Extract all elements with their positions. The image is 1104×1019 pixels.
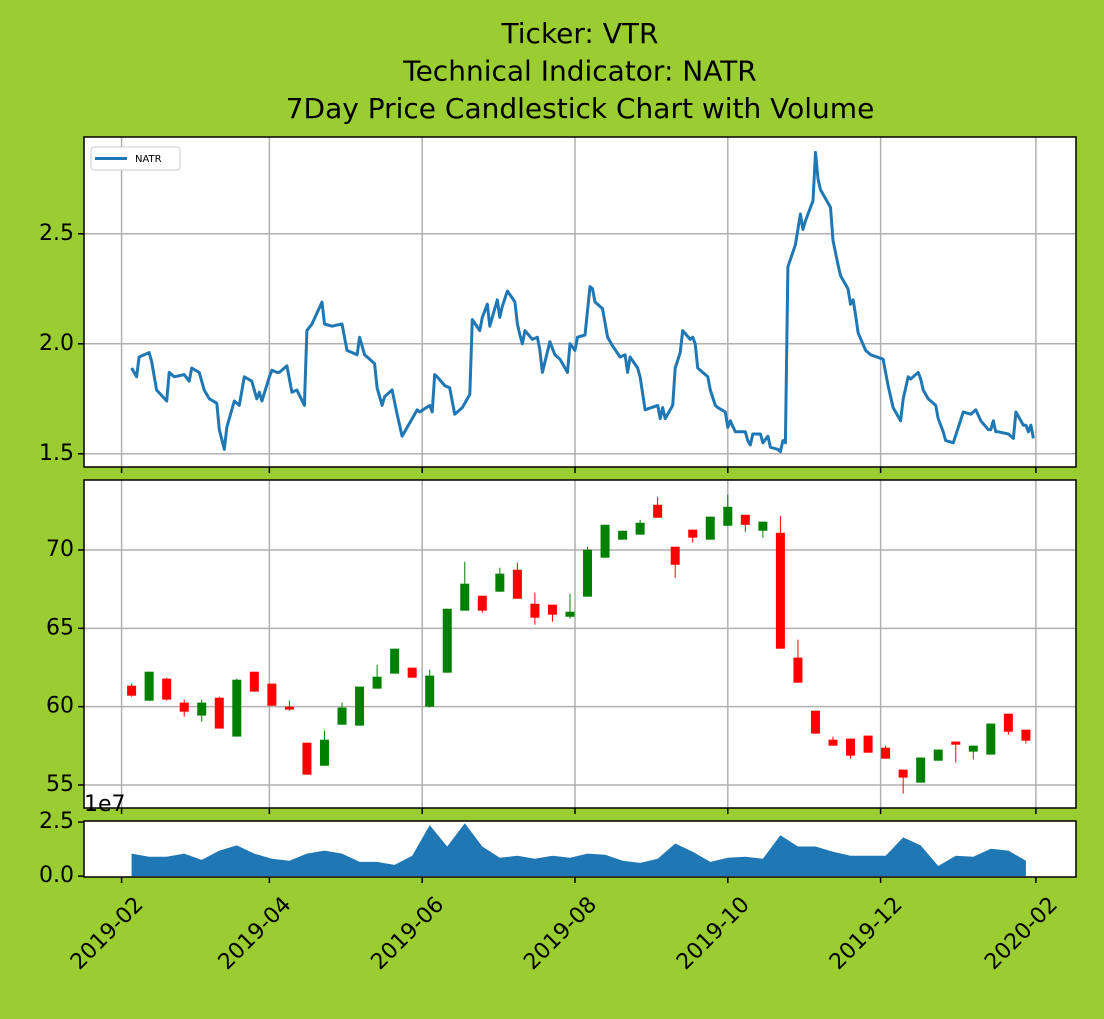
y-tick-label: 70 [46, 537, 74, 562]
legend-box [90, 146, 181, 171]
candle-body [267, 683, 277, 706]
panel: 55 60 65 70 [46, 479, 1077, 814]
axes-frame [83, 479, 1077, 809]
candle-body [249, 671, 259, 692]
candle-body [740, 514, 750, 525]
candle-body [653, 504, 663, 518]
candle-body [723, 506, 733, 526]
candle-body [495, 573, 505, 592]
x-tick-label: 2019-10 [672, 892, 755, 975]
y-tick-label: 55 [46, 772, 74, 797]
candle-body [793, 657, 803, 683]
candle-body [197, 702, 207, 716]
candle-body [986, 723, 996, 755]
chart-title: Technical Indicator: NATR [402, 55, 757, 88]
series [131, 823, 1026, 877]
candle-body [530, 603, 540, 618]
y-tick-label: 2.5 [39, 809, 74, 834]
candle-body [583, 549, 593, 597]
line [130, 150, 1035, 454]
candle-body [863, 735, 873, 753]
candle-body [618, 530, 628, 540]
candle-body [372, 676, 382, 689]
candle-body [284, 706, 294, 710]
x-tick-label: 2019-06 [366, 892, 449, 975]
candle-body [442, 608, 452, 673]
x-tick-label: 2019-12 [825, 892, 908, 975]
series [127, 494, 1031, 794]
candle-body [600, 524, 610, 558]
chart-title: 7Day Price Candlestick Chart with Volume [286, 92, 875, 125]
plot-area [84, 137, 1076, 467]
candle-body [775, 532, 785, 649]
axes-frame [83, 136, 1077, 468]
candle-body [355, 686, 365, 726]
y-tick-label: 60 [46, 694, 74, 719]
axis-offset-label: 1e7 [84, 792, 126, 817]
candle-body [933, 749, 943, 761]
candle-body [1021, 729, 1031, 741]
candle-body [951, 741, 961, 745]
candle-body [127, 685, 137, 696]
candle-body [477, 595, 487, 611]
candle-body [705, 516, 715, 540]
x-tick-label: 2020-02 [980, 892, 1063, 975]
candle-body [547, 604, 557, 615]
candle-body [828, 739, 838, 746]
candle-body [407, 667, 417, 678]
series: NATR [90, 146, 1035, 454]
legend-label: NATR [135, 154, 162, 165]
candle-body [565, 611, 575, 617]
x-tick-label: 2019-08 [519, 892, 602, 975]
candle-body [302, 742, 312, 775]
candle-body [179, 702, 189, 712]
area [131, 823, 1026, 877]
candle-body [319, 739, 329, 766]
candle-body [635, 522, 645, 535]
candle-body [898, 769, 908, 778]
panel: NATR 1.5 2.0 2.5 [39, 136, 1077, 473]
candle-body [162, 678, 172, 700]
x-tick-label: 2019-02 [66, 892, 149, 975]
plot-area [84, 480, 1076, 808]
candle-body [512, 569, 522, 599]
axes-frame [83, 820, 1077, 878]
candle-body [460, 583, 470, 611]
chart-title: Ticker: VTR [501, 17, 659, 50]
candle-body [916, 757, 926, 783]
candle-body [1003, 713, 1013, 732]
candle-body [390, 648, 400, 674]
y-tick-label: 0.0 [39, 863, 74, 888]
legend: NATR [90, 146, 181, 171]
candle-body [881, 747, 891, 759]
candle-body [688, 529, 698, 538]
y-tick-label: 2.5 [39, 221, 74, 246]
candle-body [968, 745, 978, 752]
y-tick-label: 2.0 [39, 331, 74, 356]
candle-body [670, 546, 680, 565]
candle-body [144, 671, 154, 701]
candle-body [214, 697, 224, 729]
candle-body [337, 707, 347, 725]
y-tick-label: 65 [46, 615, 74, 640]
x-tick-label: 2019-04 [214, 892, 297, 975]
candle-body [810, 710, 820, 734]
candle-body [846, 738, 856, 756]
panel: 0.0 2.5 2019-02 2019-04 2019-06 2019-08 2019-1… [39, 792, 1077, 975]
candle-body [425, 675, 435, 707]
candle-body [758, 521, 768, 531]
y-tick-label: 1.5 [39, 441, 74, 466]
candle-body [232, 679, 242, 737]
